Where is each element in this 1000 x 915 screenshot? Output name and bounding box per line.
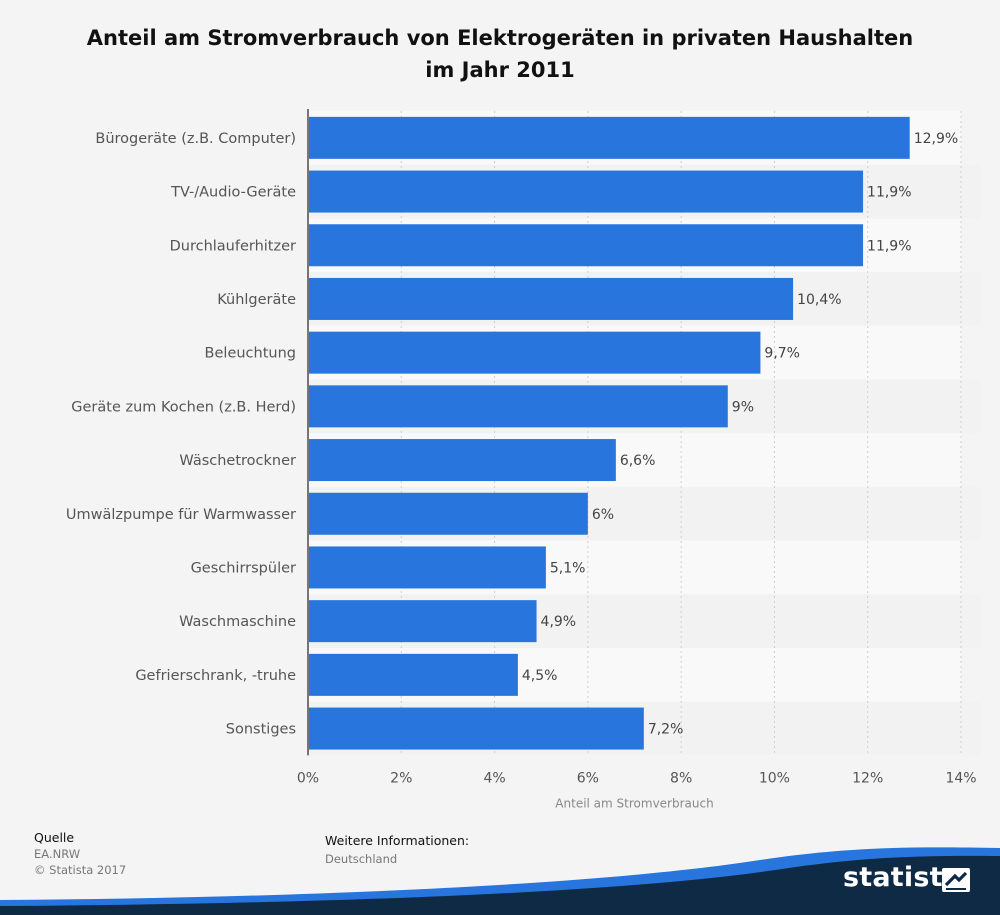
value-label: 7,2%	[648, 722, 684, 738]
bar	[309, 653, 518, 696]
category-label: TV-/Audio-Geräte	[170, 185, 296, 201]
x-axis-title: Anteil am Stromverbrauch	[555, 796, 713, 810]
source-label: Quelle	[34, 830, 75, 845]
value-label: 11,9%	[867, 238, 911, 254]
category-label: Geräte zum Kochen (z.B. Herd)	[71, 399, 296, 415]
x-tick-label: 0%	[297, 770, 319, 786]
bar	[309, 707, 644, 750]
bar	[309, 385, 728, 428]
category-label: Umwälzpumpe für Warmwasser	[66, 507, 296, 523]
value-label: 6%	[592, 507, 614, 523]
bar	[309, 439, 616, 482]
bar	[309, 600, 537, 643]
value-label: 6,6%	[620, 453, 656, 469]
value-label: 12,9%	[914, 131, 958, 147]
value-label: 4,5%	[522, 668, 558, 684]
x-tick-label: 10%	[759, 770, 790, 786]
bar	[309, 546, 546, 589]
source-value: EA.NRW	[34, 847, 81, 861]
bar	[309, 492, 588, 535]
value-label: 11,9%	[867, 185, 911, 201]
category-label: Wäschetrockner	[179, 453, 296, 469]
x-tick-label: 12%	[852, 770, 883, 786]
chart-title-line-1: Anteil am Stromverbrauch von Elektrogerä…	[86, 26, 914, 50]
category-label: Gefrierschrank, -truhe	[135, 668, 296, 684]
value-label: 9,7%	[764, 346, 800, 362]
x-tick-label: 14%	[945, 770, 976, 786]
value-label: 5,1%	[550, 560, 586, 576]
category-label: Durchlauferhitzer	[170, 238, 296, 254]
category-label: Beleuchtung	[205, 346, 296, 362]
category-label: Geschirrspüler	[191, 560, 296, 576]
bar	[309, 277, 794, 320]
info-block: Weitere Informationen: Deutschland	[325, 832, 469, 868]
copyright-text: © Statista 2017	[34, 863, 127, 877]
info-label: Weitere Informationen:	[325, 833, 470, 848]
value-label: 4,9%	[541, 614, 577, 630]
category-label: Bürogeräte (z.B. Computer)	[95, 131, 296, 147]
x-tick-label: 6%	[577, 770, 599, 786]
category-label: Kühlgeräte	[217, 292, 296, 308]
statista-logo-icon[interactable]	[942, 868, 970, 892]
chart-title-line-2: im Jahr 2011	[425, 58, 575, 82]
category-label: Waschmaschine	[179, 614, 296, 630]
value-label: 10,4%	[797, 292, 841, 308]
x-tick-label: 8%	[670, 770, 692, 786]
statista-logo-text[interactable]: statista	[843, 862, 962, 893]
bar	[309, 331, 761, 374]
info-value[interactable]: Deutschland	[325, 852, 398, 866]
category-label: Sonstiges	[226, 722, 296, 738]
value-label: 9%	[732, 399, 754, 415]
bar	[309, 224, 864, 267]
x-tick-label: 2%	[390, 770, 412, 786]
x-tick-label: 4%	[483, 770, 505, 786]
bar	[309, 170, 864, 213]
bar	[309, 116, 910, 159]
source-block: Quelle EA.NRW © Statista 2017	[34, 830, 126, 878]
chart-title: Anteil am Stromverbrauch von Elektrogerä…	[60, 22, 940, 86]
